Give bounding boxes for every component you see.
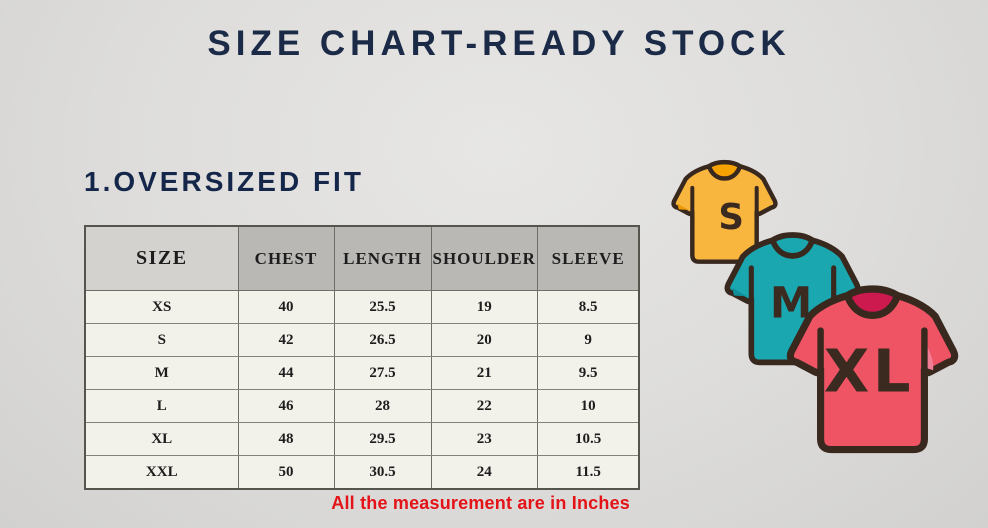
table-row-m: M 44 27.5 21 9.5 [84, 356, 640, 390]
page-title: SIZE CHART-READY STOCK [207, 24, 791, 63]
shoulder-cell: 20 [430, 323, 538, 357]
length-cell: 28 [333, 389, 432, 423]
size-label-cell: S [84, 323, 239, 357]
tshirt-collar [843, 285, 902, 319]
units-note: All the measurement are in Inches [331, 493, 630, 513]
table-row-s: S 42 26.5 20 9 [84, 323, 640, 357]
shoulder-cell: 24 [430, 455, 538, 490]
sleeve-cell: 9.5 [536, 356, 640, 390]
length-cell: 30.5 [333, 455, 432, 490]
shoulder-cell: 22 [430, 389, 538, 423]
length-cell: 27.5 [333, 356, 432, 390]
sleeve-cell: 10.5 [536, 422, 640, 456]
sleeve-cell: 10 [536, 389, 640, 423]
column-header-chest: CHEST [237, 225, 335, 291]
tshirt-sleeve-shade [732, 287, 747, 297]
column-header-shoulder: SHOULDER [430, 225, 538, 291]
column-header-sleeve: SLEEVE [536, 225, 640, 291]
sleeve-cell: 9 [536, 323, 640, 357]
size-table: SIZE CHEST LENGTH SHOULDER SLEEVE XS 40 … [84, 225, 641, 490]
length-cell: 29.5 [333, 422, 432, 456]
shoulder-cell: 23 [430, 422, 538, 456]
size-label-cell: XL [84, 422, 239, 456]
table-row-xxl: XXL 50 30.5 24 11.5 [84, 455, 640, 490]
tshirt-icon-xl: XL [786, 285, 959, 454]
size-label-cell: L [84, 389, 239, 423]
tshirt-collar [769, 232, 816, 259]
shoulder-cell: 21 [430, 356, 538, 390]
chest-cell: 50 [237, 455, 335, 490]
size-label-cell: XS [84, 290, 239, 324]
size-label-cell: M [84, 356, 239, 390]
table-header-row: SIZE CHEST LENGTH SHOULDER SLEEVE [84, 225, 640, 291]
tshirt-size-label: S [718, 197, 744, 238]
table-row-xs: XS 40 25.5 19 8.5 [84, 290, 640, 324]
chest-cell: 40 [237, 290, 335, 324]
sleeve-cell: 8.5 [536, 290, 640, 324]
tshirt-collar [706, 159, 743, 181]
shoulder-cell: 19 [430, 290, 538, 324]
length-cell: 26.5 [333, 323, 432, 357]
length-cell: 25.5 [333, 290, 432, 324]
section-title: 1.OVERSIZED FIT [84, 166, 364, 197]
tshirt-sleeve-shade [677, 203, 689, 211]
chest-cell: 42 [237, 323, 335, 357]
sleeve-cell: 11.5 [536, 455, 640, 490]
chest-cell: 44 [237, 356, 335, 390]
table-row-xl: XL 48 29.5 23 10.5 [84, 422, 640, 456]
column-header-size: SIZE [84, 225, 239, 291]
column-header-length: LENGTH [333, 225, 432, 291]
chest-cell: 46 [237, 389, 335, 423]
table-row-l: L 46 28 22 10 [84, 389, 640, 423]
tshirt-size-label: XL [824, 336, 914, 405]
chest-cell: 48 [237, 422, 335, 456]
size-label-cell: XXL [84, 455, 239, 490]
tshirt-graphic-xl: XL [786, 285, 959, 454]
